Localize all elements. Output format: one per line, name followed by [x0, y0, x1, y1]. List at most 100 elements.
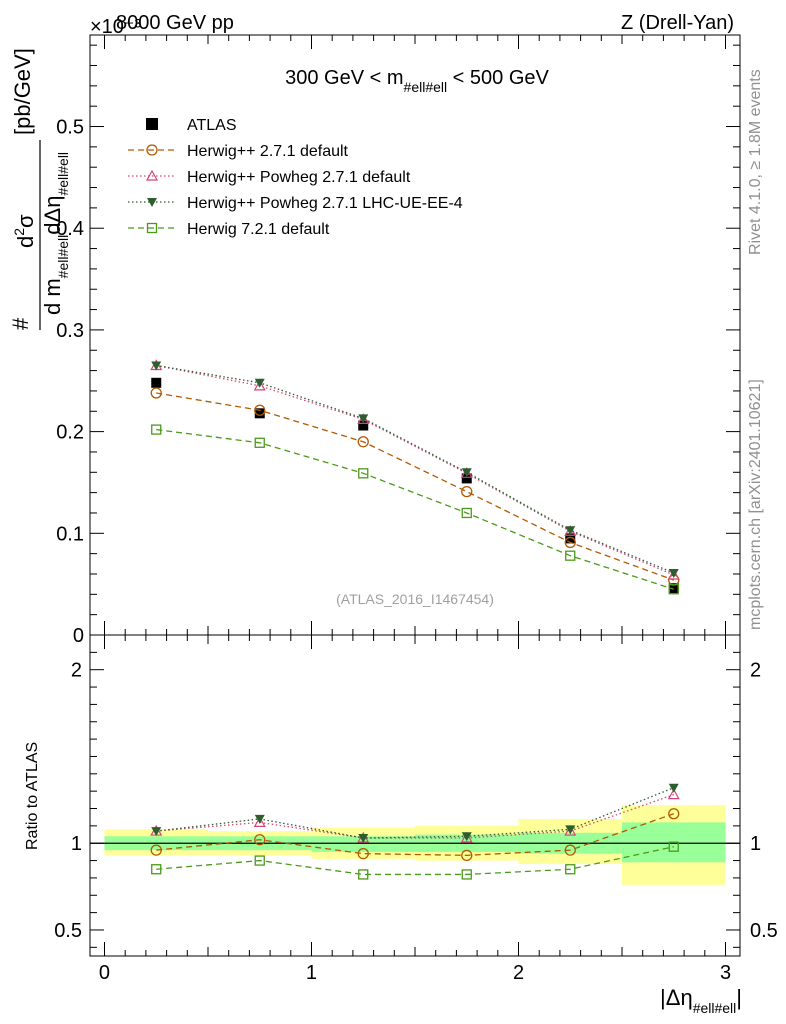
- main-point-herwig-2-7-1-default-0: [150, 387, 162, 399]
- legend-marker: [146, 222, 158, 234]
- main-y-tick-label: 0: [73, 625, 84, 647]
- ratio-data-marks: [150, 783, 680, 880]
- main-point-herwig-7-2-1-default-3: [461, 507, 472, 519]
- main-y-ticks: 0 0.1 0.2 0.3 0.4 0.5: [56, 44, 740, 647]
- analysis-watermark: (ATLAS_2016_I1467454): [336, 591, 494, 607]
- ratio-point-herwig-powheg-2-7-1-lhc-ue-ee-4-0: [151, 827, 162, 837]
- main-point-atlas-5: [668, 583, 679, 594]
- main-point-herwig-powheg-2-7-1-default-2: [357, 413, 370, 425]
- ratio-series-line-herwig-2-7-1-default: [156, 813, 674, 857]
- ratio-y-tick-label-right: 1: [750, 833, 761, 855]
- main-y-tick-label: 0.4: [56, 218, 84, 240]
- ratio-plot-panel: 0.5 0.5 1 1 2 2 0 1 2 3 Ratio to ATLAS |Δη#ell#e…: [24, 634, 778, 1016]
- main-point-herwig-2-7-1-default-3: [461, 485, 473, 498]
- ratio-y-tick-label: 0.5: [54, 920, 82, 942]
- ratio-y-tick-label: 1: [71, 833, 82, 855]
- ratio-point-herwig-powheg-2-7-1-lhc-ue-ee-4-2: [358, 834, 369, 844]
- main-point-herwig-powheg-2-7-1-lhc-ue-ee-4-2: [358, 414, 369, 424]
- main-point-herwig-7-2-1-default-5: [668, 584, 679, 595]
- ratio-y-tick-label-right: 0.5: [750, 920, 778, 942]
- main-series-line-herwig-2-7-1-default: [156, 392, 674, 581]
- main-point-herwig-7-2-1-default-4: [565, 550, 576, 561]
- ratio-series-line-herwig-powheg-2-7-1-lhc-ue-ee-4: [156, 787, 675, 839]
- ratio-point-herwig-7-2-1-default-1: [254, 855, 265, 866]
- legend-label: Herwig++ Powheg 2.7.1 LHC-UE-EE-4: [187, 195, 463, 212]
- legend-label: ATLAS: [187, 117, 237, 134]
- ratio-point-herwig-powheg-2-7-1-lhc-ue-ee-4-1: [254, 814, 265, 824]
- ratio-point-herwig-2-7-1-default-3: [461, 849, 473, 862]
- main-point-herwig-2-7-1-default-4: [564, 536, 576, 549]
- rivet-version-label: Rivet 4.1.0, ≥ 1.8M events: [747, 69, 764, 255]
- main-point-herwig-powheg-2-7-1-default-1: [253, 379, 266, 391]
- ratio-point-herwig-7-2-1-default-4: [565, 864, 576, 875]
- legend-entry-herwig-powheg-2-7-1-lhc-ue-ee-4: Herwig++ Powheg 2.7.1 LHC-UE-EE-4: [128, 195, 463, 212]
- main-plot-panel: 0 0.1 0.2 0.3 0.4 0.5 300 GeV < m#ell#ell < 5…: [8, 34, 741, 647]
- main-series-line-herwig-7-2-1-default: [156, 428, 674, 590]
- ratio-point-herwig-7-2-1-default-5: [668, 841, 679, 852]
- main-point-herwig-7-2-1-default-1: [254, 437, 265, 448]
- main-point-herwig-powheg-2-7-1-default-3: [460, 467, 473, 478]
- y-label-denominator: d m#ell#elldΔη#ell#ell: [40, 152, 71, 315]
- main-y-tick-label: 0.3: [56, 320, 84, 342]
- main-point-herwig-powheg-2-7-1-lhc-ue-ee-4-4: [565, 526, 576, 536]
- ratio-stat-band: [311, 836, 415, 852]
- ratio-series-line-herwig-7-2-1-default: [156, 846, 674, 876]
- main-point-atlas-0: [151, 377, 162, 388]
- main-x-ticks: [103, 35, 727, 635]
- x-tick-label: 2: [513, 962, 524, 984]
- ratio-y-axis-label: Ratio to ATLAS: [24, 742, 41, 850]
- main-point-atlas-4: [565, 533, 576, 544]
- ratio-y-ticks: 0.5 0.5 1 1 2 2: [54, 634, 778, 948]
- y-label-numerator: d2σ: [11, 214, 38, 248]
- main-point-herwig-powheg-2-7-1-lhc-ue-ee-4-3: [461, 468, 472, 478]
- legend-entry-herwig-2-7-1-default: Herwig++ 2.7.1 default: [128, 143, 349, 160]
- ratio-point-herwig-powheg-2-7-1-default-1: [253, 816, 266, 827]
- y-label-hash: #: [8, 317, 33, 330]
- ratio-point-herwig-7-2-1-default-2: [358, 869, 369, 880]
- main-series-line-herwig-powheg-2-7-1-default: [156, 364, 675, 576]
- ratio-x-ticks: 0 1 2 3: [99, 635, 731, 984]
- main-series-line-herwig-powheg-2-7-1-lhc-ue-ee-4: [156, 364, 675, 574]
- legend-marker: [146, 144, 158, 156]
- ratio-point-herwig-powheg-2-7-1-default-4: [564, 824, 577, 836]
- header-right-title: Z (Drell-Yan): [621, 12, 734, 34]
- legend-entry-atlas: ATLAS: [146, 117, 237, 134]
- ratio-point-herwig-7-2-1-default-3: [461, 869, 472, 880]
- ratio-point-herwig-powheg-2-7-1-default-3: [460, 831, 473, 843]
- main-y-tick-label: 0.5: [56, 117, 84, 139]
- ratio-point-herwig-powheg-2-7-1-lhc-ue-ee-4-4: [565, 825, 576, 835]
- main-point-atlas-1: [254, 408, 265, 419]
- ratio-y-tick-label-right: 2: [750, 660, 761, 682]
- main-point-herwig-2-7-1-default-2: [357, 436, 369, 448]
- x-tick-label: 0: [99, 962, 110, 984]
- legend-label: Herwig++ 2.7.1 default: [187, 143, 349, 160]
- main-y-axis-label: # d2σ d m#ell#elldΔη#ell#ell [pb/GeV]: [8, 48, 71, 330]
- mcplots-label: mcplots.cern.ch [arXiv:2401.10621]: [747, 379, 764, 630]
- main-y-tick-label: 0.1: [56, 523, 84, 545]
- main-point-herwig-powheg-2-7-1-default-5: [667, 568, 680, 580]
- main-point-herwig-powheg-2-7-1-lhc-ue-ee-4-1: [254, 378, 265, 388]
- main-data-marks: [150, 359, 680, 595]
- main-point-atlas-3: [461, 473, 472, 484]
- ratio-point-herwig-powheg-2-7-1-lhc-ue-ee-4-3: [461, 832, 472, 842]
- main-point-herwig-powheg-2-7-1-lhc-ue-ee-4-5: [668, 568, 679, 578]
- main-point-herwig-7-2-1-default-2: [358, 468, 369, 479]
- main-point-herwig-powheg-2-7-1-lhc-ue-ee-4-0: [151, 361, 162, 371]
- legend-marker: [146, 118, 158, 130]
- y-label-units: [pb/GeV]: [10, 48, 35, 135]
- legend-label: Herwig++ Powheg 2.7.1 default: [187, 169, 411, 186]
- ratio-point-herwig-7-2-1-default-0: [151, 864, 162, 875]
- ratio-uncertainty-bands: [104, 805, 726, 885]
- main-point-herwig-7-2-1-default-0: [151, 424, 162, 435]
- legend-entry-herwig-powheg-2-7-1-default: Herwig++ Powheg 2.7.1 default: [128, 169, 411, 186]
- header-left-title: 8000 GeV pp: [116, 12, 234, 34]
- x-axis-label: |Δη#ell#ell|: [660, 985, 742, 1016]
- ratio-point-herwig-2-7-1-default-0: [150, 844, 162, 856]
- ratio-point-herwig-2-7-1-default-4: [564, 844, 576, 856]
- ratio-point-herwig-2-7-1-default-5: [668, 808, 680, 820]
- legend-marker: [147, 198, 157, 207]
- ratio-point-herwig-2-7-1-default-2: [357, 847, 369, 860]
- ratio-plot-frame: [89, 634, 741, 957]
- main-point-herwig-2-7-1-default-1: [254, 404, 266, 416]
